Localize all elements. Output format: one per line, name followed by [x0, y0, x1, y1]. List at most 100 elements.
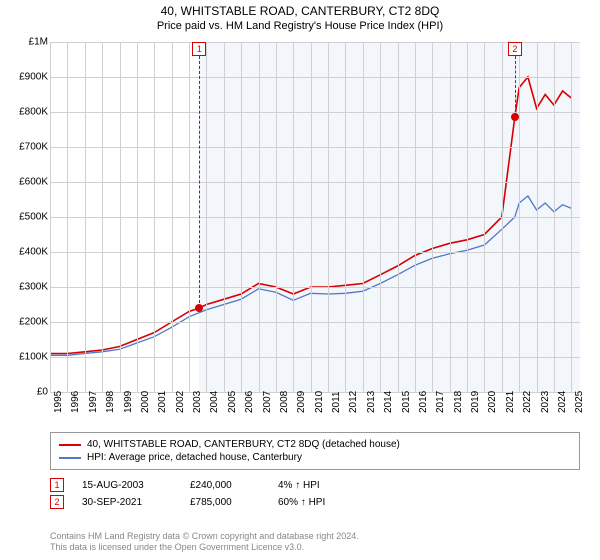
- x-tick-label: 2001: [157, 391, 168, 413]
- x-tick-label: 2012: [348, 391, 359, 413]
- x-tick-label: 2019: [470, 391, 481, 413]
- grid-h: [50, 182, 580, 183]
- y-tick-label: £800K: [8, 107, 48, 118]
- y-tick-label: £1M: [8, 37, 48, 48]
- transaction-pct: 60% ↑ HPI: [278, 497, 368, 508]
- transaction-price: £785,000: [190, 497, 260, 508]
- grid-h: [50, 217, 580, 218]
- legend-swatch: [59, 457, 81, 459]
- transaction-price: £240,000: [190, 480, 260, 491]
- x-tick-label: 2021: [505, 391, 516, 413]
- grid-v: [224, 42, 225, 392]
- x-tick-label: 2025: [574, 391, 585, 413]
- y-tick-label: £700K: [8, 142, 48, 153]
- grid-v: [328, 42, 329, 392]
- y-tick-label: £500K: [8, 212, 48, 223]
- grid-v: [363, 42, 364, 392]
- legend-row: 40, WHITSTABLE ROAD, CANTERBURY, CT2 8DQ…: [59, 439, 571, 450]
- legend-label: HPI: Average price, detached house, Cant…: [87, 452, 302, 463]
- transaction-marker: 2: [50, 495, 64, 509]
- x-tick-label: 2009: [296, 391, 307, 413]
- grid-v: [206, 42, 207, 392]
- grid-v: [484, 42, 485, 392]
- grid-v: [571, 42, 572, 392]
- footer-attribution: Contains HM Land Registry data © Crown c…: [50, 531, 580, 554]
- grid-v: [259, 42, 260, 392]
- x-tick-label: 2015: [401, 391, 412, 413]
- x-tick-label: 2004: [209, 391, 220, 413]
- grid-v: [241, 42, 242, 392]
- grid-v: [467, 42, 468, 392]
- footer-line-2: This data is licensed under the Open Gov…: [50, 542, 580, 554]
- chart-container: 40, WHITSTABLE ROAD, CANTERBURY, CT2 8DQ…: [0, 0, 600, 560]
- grid-v: [345, 42, 346, 392]
- x-tick-label: 2000: [140, 391, 151, 413]
- transaction-date: 30-SEP-2021: [82, 497, 172, 508]
- grid-v: [415, 42, 416, 392]
- x-tick-label: 1999: [123, 391, 134, 413]
- grid-h: [50, 357, 580, 358]
- y-tick-label: £0: [8, 387, 48, 398]
- x-tick-label: 2014: [383, 391, 394, 413]
- transaction-row: 115-AUG-2003£240,0004% ↑ HPI: [50, 478, 580, 492]
- grid-v: [380, 42, 381, 392]
- x-tick-label: 2024: [557, 391, 568, 413]
- grid-v: [537, 42, 538, 392]
- page-subtitle: Price paid vs. HM Land Registry's House …: [0, 18, 600, 32]
- grid-h: [50, 147, 580, 148]
- grid-v: [137, 42, 138, 392]
- grid-v: [398, 42, 399, 392]
- grid-h: [50, 287, 580, 288]
- x-tick-label: 2022: [522, 391, 533, 413]
- x-tick-label: 2005: [227, 391, 238, 413]
- y-tick-label: £900K: [8, 72, 48, 83]
- transaction-rows: 115-AUG-2003£240,0004% ↑ HPI230-SEP-2021…: [50, 478, 580, 509]
- x-tick-label: 2020: [487, 391, 498, 413]
- grid-h: [50, 77, 580, 78]
- legend-label: 40, WHITSTABLE ROAD, CANTERBURY, CT2 8DQ…: [87, 439, 400, 450]
- x-tick-label: 2017: [435, 391, 446, 413]
- x-tick-label: 2003: [192, 391, 203, 413]
- grid-v: [120, 42, 121, 392]
- marker-label: 2: [508, 42, 522, 56]
- y-tick-label: £300K: [8, 282, 48, 293]
- x-tick-label: 1998: [105, 391, 116, 413]
- legend-swatch: [59, 444, 81, 446]
- grid-v: [432, 42, 433, 392]
- transaction-row: 2 30-SEP-2021 £785,000 60% ↑ HPI: [50, 495, 580, 509]
- x-tick-label: 2023: [540, 391, 551, 413]
- marker-label: 1: [192, 42, 206, 56]
- grid-v: [450, 42, 451, 392]
- x-tick-label: 2016: [418, 391, 429, 413]
- grid-v: [154, 42, 155, 392]
- x-tick-label: 2011: [331, 391, 342, 413]
- page-title: 40, WHITSTABLE ROAD, CANTERBURY, CT2 8DQ: [0, 0, 600, 18]
- footer-line-1: Contains HM Land Registry data © Crown c…: [50, 531, 580, 543]
- transaction-date: 15-AUG-2003: [82, 480, 172, 491]
- legend-box: 40, WHITSTABLE ROAD, CANTERBURY, CT2 8DQ…: [50, 432, 580, 470]
- grid-v: [102, 42, 103, 392]
- grid-v: [172, 42, 173, 392]
- y-tick-label: £200K: [8, 317, 48, 328]
- grid-h: [50, 42, 580, 43]
- x-tick-label: 2013: [366, 391, 377, 413]
- grid-v: [85, 42, 86, 392]
- grid-v: [311, 42, 312, 392]
- grid-v: [276, 42, 277, 392]
- y-tick-label: £100K: [8, 352, 48, 363]
- x-tick-label: 2010: [314, 391, 325, 413]
- marker-dot: [195, 304, 203, 312]
- grid-v: [293, 42, 294, 392]
- x-tick-label: 2007: [262, 391, 273, 413]
- marker-line: [515, 56, 516, 117]
- transaction-marker: 1: [50, 478, 64, 492]
- legend-row: HPI: Average price, detached house, Cant…: [59, 452, 571, 463]
- x-tick-label: 2018: [453, 391, 464, 413]
- y-tick-label: £400K: [8, 247, 48, 258]
- grid-v: [67, 42, 68, 392]
- y-tick-label: £600K: [8, 177, 48, 188]
- grid-h: [50, 322, 580, 323]
- grid-v: [50, 42, 51, 392]
- x-tick-label: 2006: [244, 391, 255, 413]
- legend-section: 40, WHITSTABLE ROAD, CANTERBURY, CT2 8DQ…: [50, 432, 580, 512]
